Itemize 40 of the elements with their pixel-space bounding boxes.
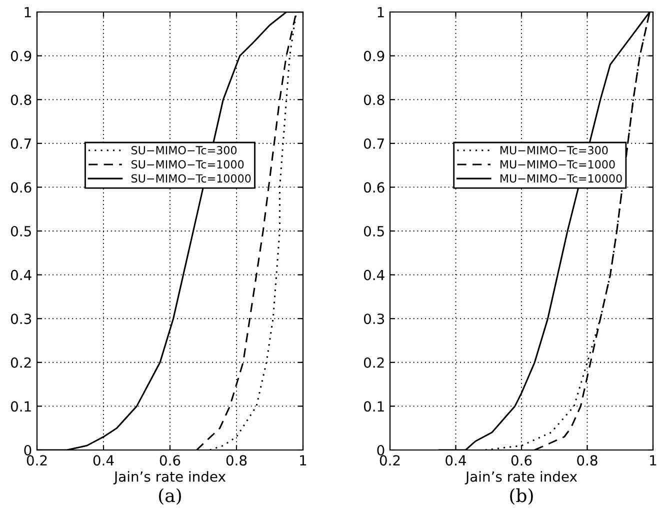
y-tick-label: 0.6 [10, 182, 32, 193]
y-tick-label: 0.1 [10, 401, 31, 412]
y-tick-label: 1 [378, 7, 384, 18]
y-tick-label: 0.8 [364, 94, 384, 106]
y-tick-label: 0.7 [10, 138, 31, 149]
y-tick-label: 0.6 [364, 182, 384, 193]
y-tick-label: 0.8 [10, 94, 32, 106]
y-tick-label: 0.2 [10, 357, 31, 368]
y-tick-label: 0.1 [364, 401, 384, 412]
x-tick-label: 0.8 [577, 455, 598, 466]
x-tick-label: 0.4 [446, 455, 466, 466]
y-tick-label: 0.2 [364, 357, 384, 368]
y-tick-label: 0.7 [364, 138, 384, 149]
y-tick-label: 0.4 [364, 270, 384, 280]
text: (a) [159, 488, 181, 505]
y-tick-label: 0.3 [364, 314, 384, 324]
x-axis-title: Jain’s rate index [464, 471, 578, 484]
y-tick-label: 0.9 [364, 50, 384, 62]
legend-label: MU−MIMO−Tc=10000 [500, 174, 622, 183]
x-tick-label: 0.8 [226, 455, 247, 466]
text: (b) [510, 488, 533, 505]
y-tick-label: 0.3 [10, 314, 32, 324]
y-tick-label: 0.9 [10, 50, 32, 62]
y-tick-label: 1 [24, 7, 31, 18]
y-tick-label: 0 [377, 444, 384, 456]
x-tick-label: 1 [300, 455, 306, 466]
legend-label: SU−MIMO−Tc=1000 [132, 160, 244, 169]
y-tick-label: 0.5 [364, 226, 384, 236]
legend-label: MU−MIMO−Tc=1000 [500, 160, 615, 169]
x-tick-label: 0.6 [511, 455, 532, 466]
y-tick-label: 0.5 [10, 226, 31, 236]
legend-label: MU−MIMO−Tc=300 [500, 146, 608, 154]
x-tick-label: 0.4 [93, 455, 114, 466]
y-tick-label: 0 [24, 444, 32, 456]
x-tick-label: 1 [650, 455, 656, 466]
x-axis-title: Jain’s rate index [113, 471, 226, 484]
legend-label: SU−MIMO−Tc=10000 [132, 174, 251, 183]
x-tick-label: 0.6 [160, 455, 180, 466]
legend-label: SU−MIMO−Tc=300 [132, 146, 237, 154]
y-tick-label: 0.4 [10, 270, 32, 280]
